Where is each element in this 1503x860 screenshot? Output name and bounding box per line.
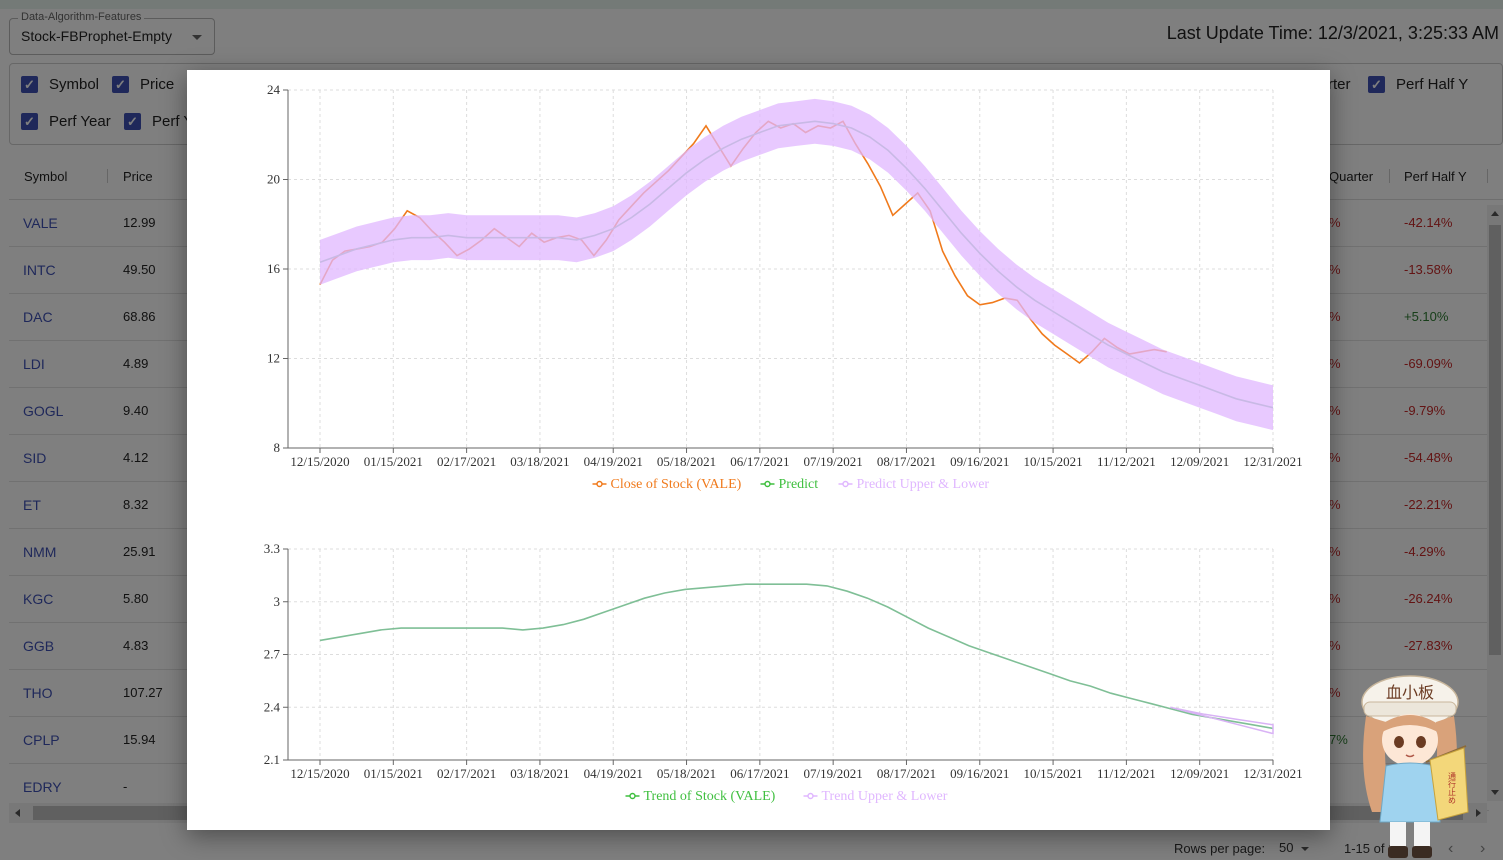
mascot-shoe-left bbox=[1388, 846, 1408, 858]
y-tick-label: 16 bbox=[267, 261, 281, 276]
x-tick-label: 02/17/2021 bbox=[437, 766, 496, 781]
x-tick-label: 11/12/2021 bbox=[1097, 766, 1156, 781]
mascot-eye-left bbox=[1394, 736, 1404, 748]
y-tick-label: 2.1 bbox=[264, 752, 280, 767]
trend-series-line bbox=[319, 583, 1274, 730]
x-tick-label: 09/16/2021 bbox=[950, 454, 1009, 469]
chart-dialog: 12/15/2020 01/15/2021 02/17/2021 03/18/2021… bbox=[187, 70, 1330, 830]
x-tick-label: 04/19/2021 bbox=[584, 454, 643, 469]
y-tick-label: 2.4 bbox=[264, 699, 281, 714]
x-tick-label: 04/19/2021 bbox=[584, 766, 643, 781]
legend-marker-dot bbox=[629, 792, 636, 800]
forecast-chart: 12/15/2020 01/15/2021 02/17/2021 03/18/2021… bbox=[267, 82, 1303, 492]
mascot-leg-left bbox=[1390, 822, 1406, 848]
trend-band bbox=[1170, 706, 1274, 735]
x-tick-label: 05/18/2021 bbox=[657, 454, 716, 469]
mascot-cap-brim bbox=[1363, 701, 1457, 717]
y-tick-label: 3.3 bbox=[264, 541, 280, 556]
legend-marker-dot bbox=[764, 480, 771, 488]
x-tick-label: 01/15/2021 bbox=[364, 454, 423, 469]
mascot-bangs bbox=[1382, 715, 1438, 732]
x-tick-label: 06/17/2021 bbox=[730, 454, 789, 469]
legend-marker-dot bbox=[596, 480, 603, 488]
legend-item[interactable]: Predict bbox=[779, 477, 819, 492]
y-tick-label: 20 bbox=[267, 172, 280, 187]
x-tick-label: 06/17/2021 bbox=[730, 766, 789, 781]
legend-item[interactable]: Trend of Stock (VALE) bbox=[644, 789, 776, 804]
x-tick-label: 12/31/2021 bbox=[1243, 454, 1302, 469]
x-tick-label: 08/17/2021 bbox=[877, 766, 936, 781]
x-tick-label: 12/15/2020 bbox=[290, 766, 349, 781]
trend-chart: 12/15/2020 01/15/2021 02/17/2021 03/18/2021… bbox=[264, 541, 1303, 804]
x-tick-label: 11/12/2021 bbox=[1097, 454, 1156, 469]
mascot-leg-right bbox=[1414, 822, 1430, 848]
legend-item[interactable]: Trend Upper & Lower bbox=[822, 789, 948, 804]
x-tick-label: 05/18/2021 bbox=[657, 766, 716, 781]
legend-marker-dot bbox=[842, 480, 849, 488]
y-tick-label: 12 bbox=[267, 351, 280, 366]
x-tick-label: 10/15/2021 bbox=[1023, 454, 1082, 469]
x-tick-label: 07/19/2021 bbox=[804, 766, 863, 781]
mascot-shoe-right bbox=[1412, 846, 1432, 858]
x-tick-label: 08/17/2021 bbox=[877, 454, 936, 469]
legend-item[interactable]: Predict Upper & Lower bbox=[857, 477, 990, 492]
mascot-dress bbox=[1379, 762, 1441, 823]
x-tick-label: 12/09/2021 bbox=[1170, 454, 1229, 469]
mascot-cap-text: 血小板 bbox=[1386, 683, 1434, 702]
x-tick-label: 12/31/2021 bbox=[1243, 766, 1302, 781]
predict-band bbox=[320, 98, 1273, 431]
y-tick-label: 8 bbox=[274, 440, 281, 455]
mascot-flag-text: 通行止め bbox=[1448, 771, 1457, 804]
x-tick-label: 10/15/2021 bbox=[1023, 766, 1082, 781]
mascot-flag bbox=[1429, 747, 1469, 821]
x-tick-label: 02/17/2021 bbox=[437, 454, 496, 469]
x-tick-label: 07/19/2021 bbox=[804, 454, 863, 469]
x-tick-label: 12/09/2021 bbox=[1170, 766, 1229, 781]
x-tick-label: 01/15/2021 bbox=[364, 766, 423, 781]
mascot-face bbox=[1382, 714, 1438, 766]
y-tick-label: 24 bbox=[267, 82, 281, 97]
legend-item[interactable]: Close of Stock (VALE) bbox=[611, 477, 742, 492]
x-tick-label: 03/18/2021 bbox=[510, 766, 569, 781]
x-tick-label: 03/18/2021 bbox=[510, 454, 569, 469]
forecast-charts: 12/15/2020 01/15/2021 02/17/2021 03/18/2021… bbox=[264, 82, 1303, 804]
y-tick-label: 3 bbox=[274, 594, 281, 609]
x-tick-label: 09/16/2021 bbox=[950, 766, 1009, 781]
y-tick-label: 2.7 bbox=[264, 647, 281, 662]
legend-marker-dot bbox=[807, 792, 814, 800]
mascot-mouth bbox=[1405, 754, 1415, 758]
mascot-sticker: 血小板 通行止め bbox=[1361, 675, 1469, 858]
mascot-eye-right bbox=[1416, 736, 1426, 748]
x-tick-label: 12/15/2020 bbox=[290, 454, 349, 469]
